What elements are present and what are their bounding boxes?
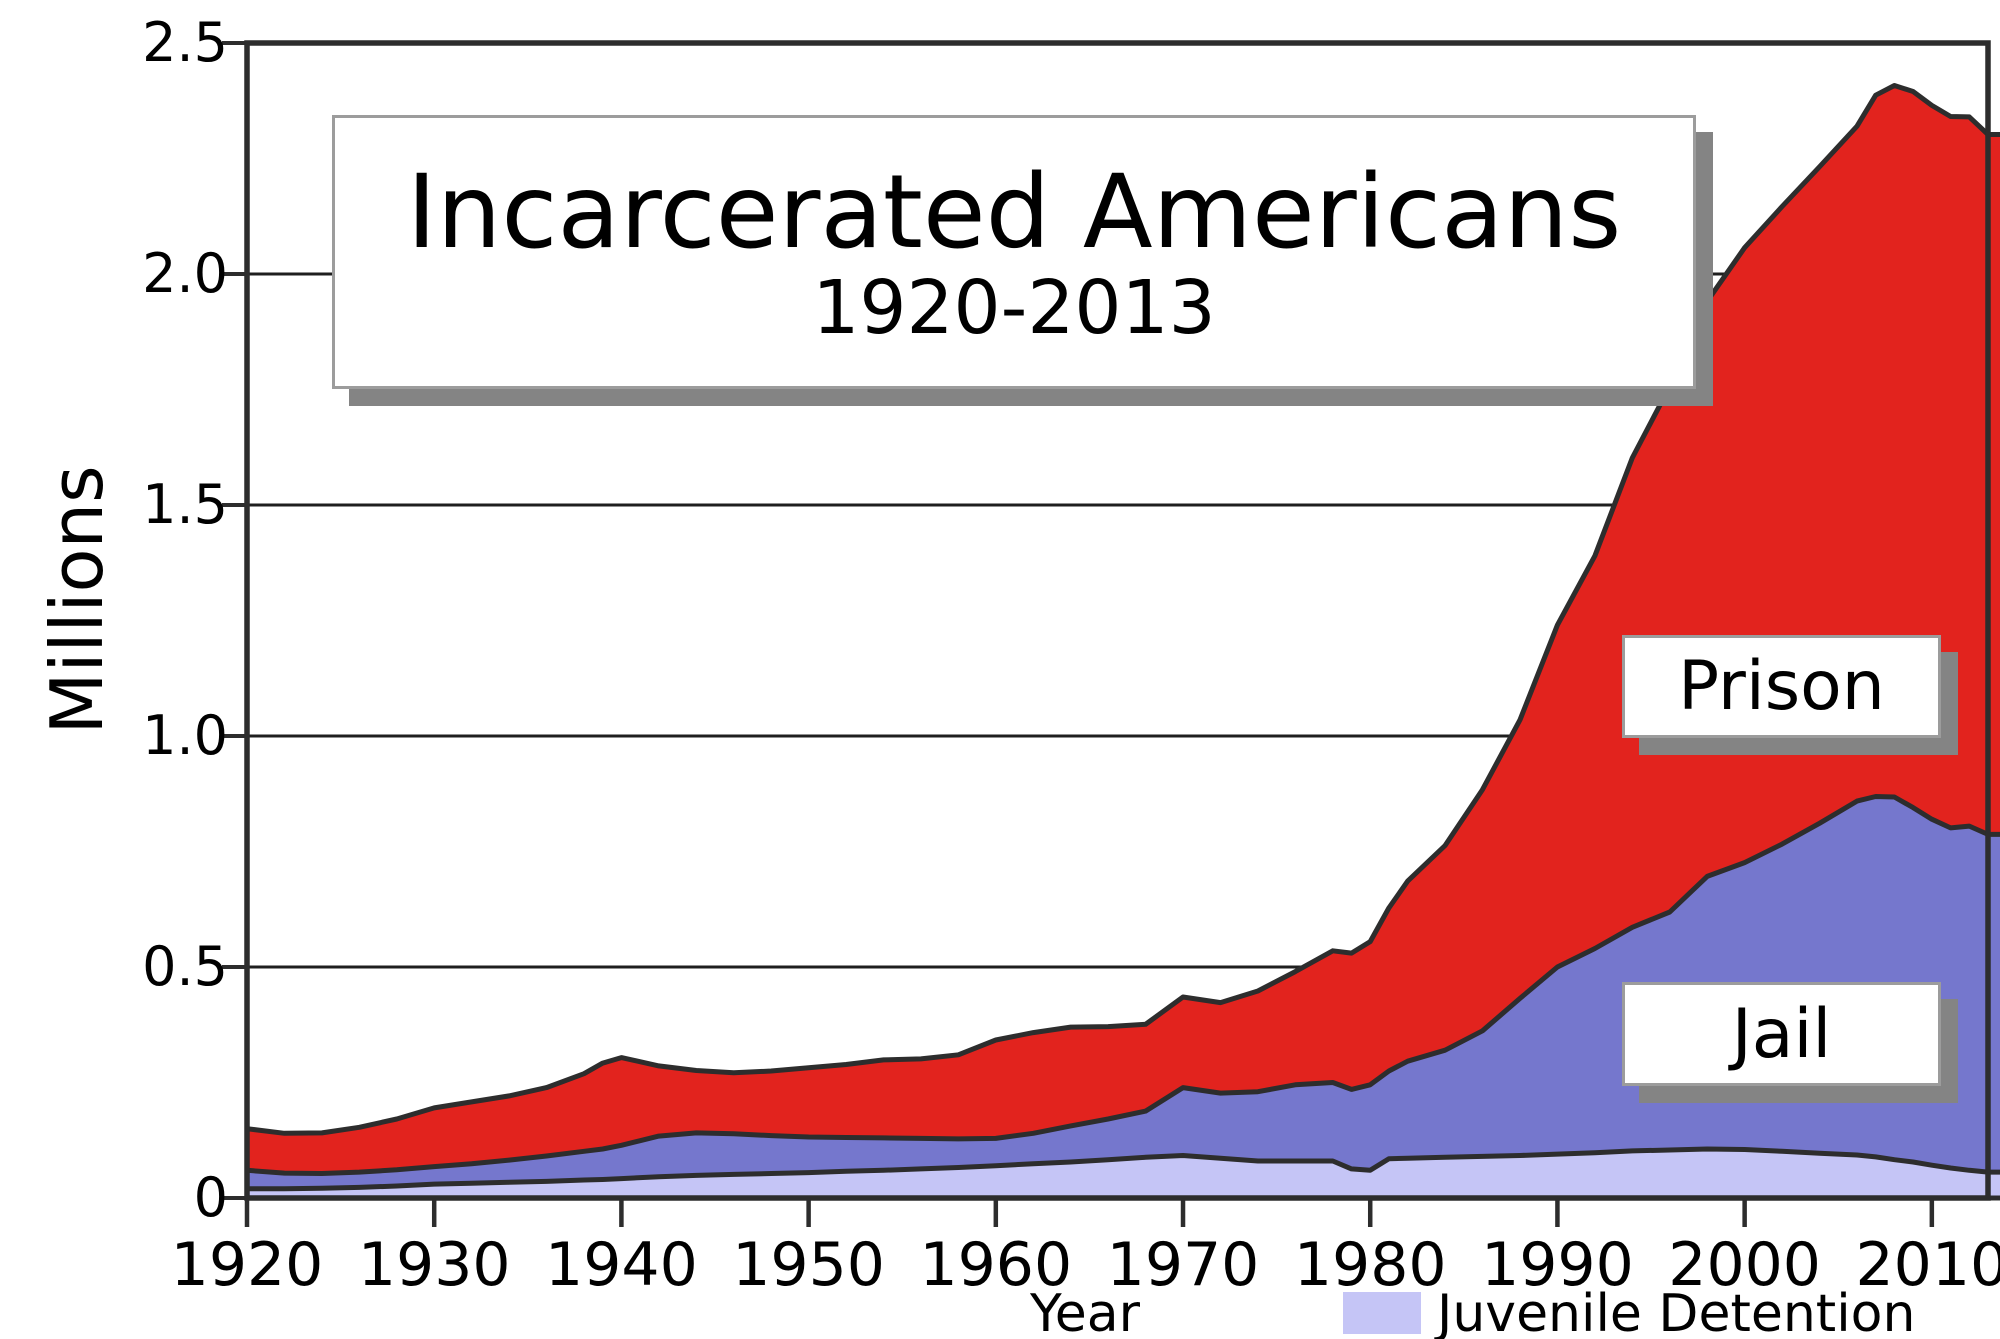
prison-area <box>244 83 2000 1201</box>
x-tick-label: 1920 <box>170 1230 324 1300</box>
jail-area-label-box: Jail <box>1622 982 1941 1086</box>
juvenile-detention-area <box>244 1146 2000 1201</box>
footer-row: Year Juvenile Detention <box>0 1282 2000 1339</box>
y-tick-label: 1.5 <box>142 473 228 536</box>
jail-area-label: Jail <box>1731 994 1832 1074</box>
chart-title: Incarcerated Americans <box>406 153 1622 273</box>
prison-area-label-box: Prison <box>1622 635 1941 738</box>
y-tick-label: 0.5 <box>142 935 228 998</box>
x-tick-label: 2000 <box>1668 1230 1821 1300</box>
x-tick-label: 1930 <box>357 1230 511 1300</box>
y-tick-label: 2.5 <box>142 11 228 74</box>
y-tick-label: 1.0 <box>142 704 228 767</box>
prison-area-label: Prison <box>1678 647 1885 726</box>
legend-color-swatch <box>1343 1292 1421 1334</box>
x-tick-label: 1970 <box>1106 1230 1260 1300</box>
x-tick-label: 1950 <box>732 1230 885 1300</box>
chart-title-box: Incarcerated Americans 1920-2013 <box>332 115 1696 389</box>
x-tick-label: 1980 <box>1293 1230 1447 1300</box>
plot-border <box>244 40 1991 1201</box>
chart-subtitle: 1920-2013 <box>812 265 1216 352</box>
x-axis-title: Year <box>1029 1284 1141 1339</box>
y-tick-label: 2.0 <box>142 242 228 305</box>
x-tick-label: 2010 <box>1855 1230 2000 1300</box>
x-tick-label: 1940 <box>545 1230 698 1300</box>
x-tick-label: 1960 <box>919 1230 1073 1300</box>
legend-item-label: Juvenile Detention <box>1437 1284 1916 1339</box>
y-tick-label: 0 <box>193 1166 228 1229</box>
x-tick-label: 1990 <box>1481 1230 1634 1300</box>
jail-area <box>244 794 2000 1201</box>
